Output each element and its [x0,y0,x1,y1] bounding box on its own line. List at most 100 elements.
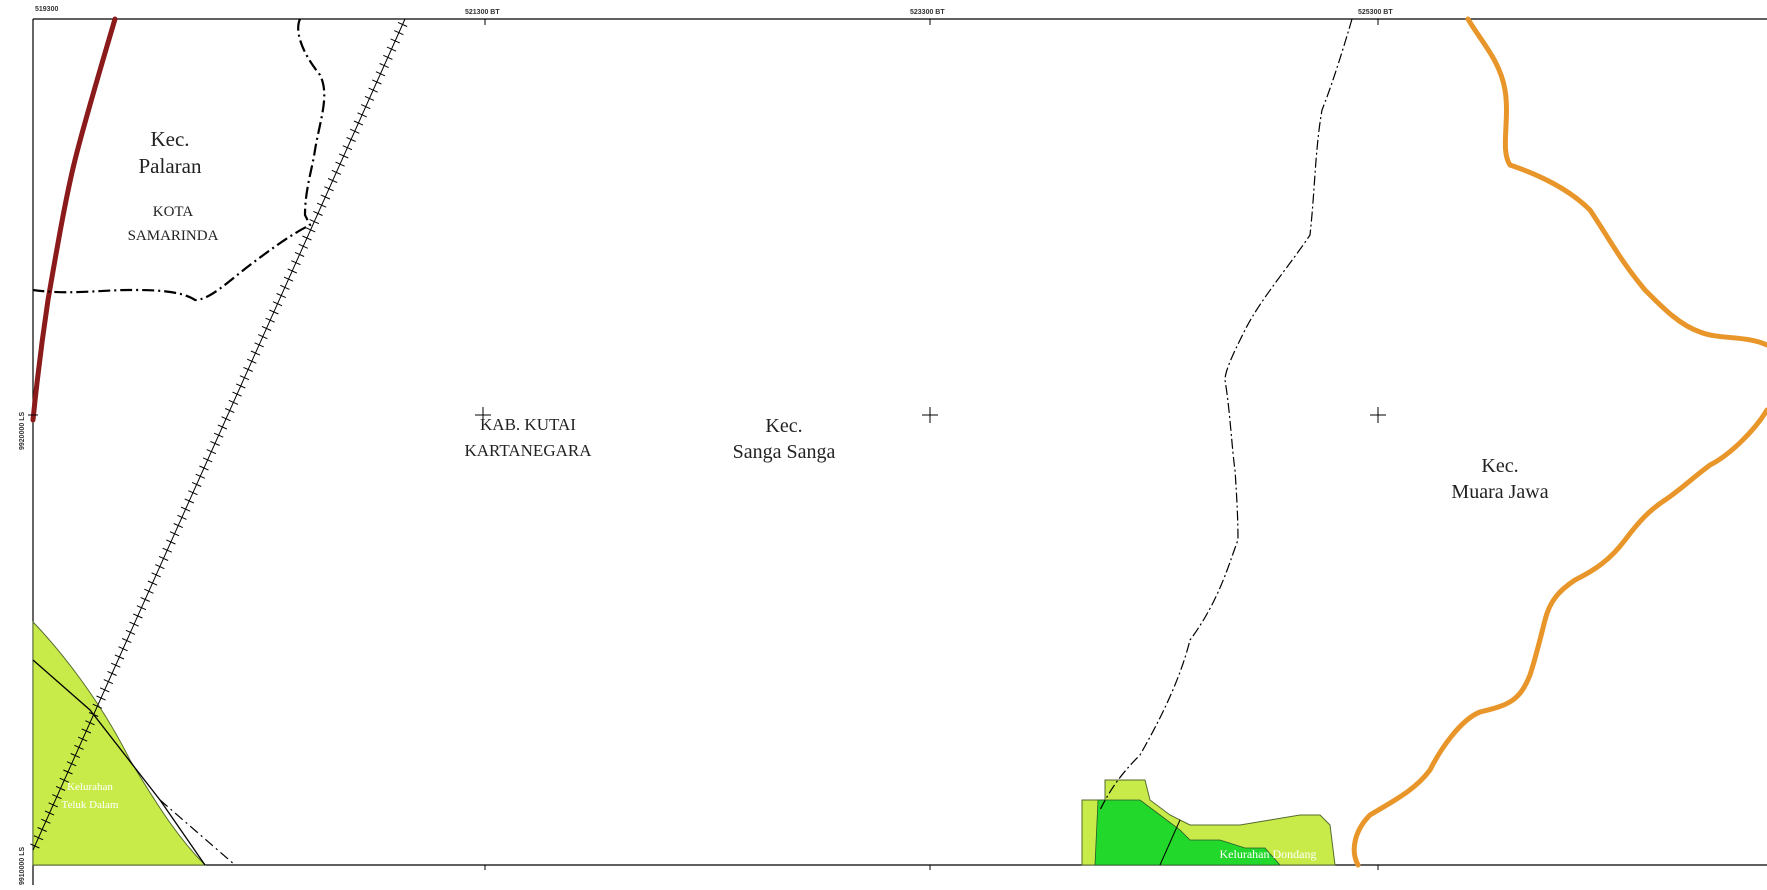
railway-tick [195,473,206,479]
line-teluk-boundary [32,659,206,866]
railway-tick [346,136,356,142]
railway-tick [257,334,268,340]
railway-tick [217,424,228,430]
railway-tick [357,112,367,118]
railway-tick [383,54,393,60]
railway-tick [140,596,150,602]
label-kab-kutai-2: KARTANEGARA [464,441,592,460]
label-kel-teluk-1: Kelurahan [67,781,113,793]
railway-tick [261,325,272,331]
railway-tick [386,46,397,52]
railway-tick [342,145,353,151]
railway-tick [103,679,114,685]
grid-label-x-0: 519300 [35,6,58,13]
railway-tick [85,720,95,726]
railway-tick [221,416,231,422]
road-red [30,16,118,423]
railway-tick [309,219,320,225]
label-kec-muara-1: Kec. [1481,455,1518,477]
railway-tick [48,802,59,808]
railway-tick [239,375,250,381]
railway-tick [77,736,88,742]
railway-tick [243,366,253,372]
boundary-sanga-muara [1099,18,1353,811]
railway-tick [206,449,217,455]
label-kec-sanga-1: Kec. [765,415,802,437]
railway-tick [298,243,309,249]
grid-label-y-1: 9910000 LS [19,847,26,885]
railway-tick [390,38,400,44]
railway-tick [121,638,132,644]
label-kec-muara-2: Muara Jawa [1451,481,1548,503]
grid-label-x-2: 523300 BT [910,9,945,16]
railway-tick [118,646,128,652]
railway-line [32,18,406,851]
railway-tick [276,293,287,299]
line-dondang [1159,819,1181,866]
railway-tick [162,547,172,553]
railway-tick [52,794,62,800]
railway-tick [338,153,349,159]
railway-tick [349,128,360,134]
railway-ticks [30,21,408,849]
railway-tick [151,572,161,578]
railway-tick [136,605,147,611]
railway-tick [294,251,305,257]
railway-tick [59,777,70,783]
railway-tick [265,317,275,323]
railway-tick [331,169,342,175]
railway-tick [70,753,81,759]
railway-tick [368,87,378,93]
railway-tick [353,120,364,126]
railway-tick [184,498,195,504]
railway-tick [313,210,323,216]
railway-tick [232,391,242,397]
railway-tick [66,761,77,767]
railway-tick [371,79,382,85]
railway-tick [250,350,261,356]
railway-tick [166,539,176,545]
railway-tick [41,818,51,824]
railway-tick [129,621,139,627]
railway-tick [132,613,143,619]
label-kota-samarinda-2: SAMARINDA [128,228,219,244]
railway-tick [327,178,338,184]
railway-tick [397,21,408,27]
railway-tick [394,30,404,36]
railway-tick [107,670,117,676]
railway-tick [177,514,187,520]
railway-tick [144,588,154,594]
railway-tick [302,235,312,241]
railway-tick [74,744,84,750]
railway-tick [30,843,40,849]
grid-label-x-1: 521300 BT [465,9,500,16]
railway-tick [291,260,301,266]
railway-tick [191,481,202,487]
label-kec-sanga-2: Sanga Sanga [733,441,836,463]
railway-tick [375,71,386,77]
line-teluk-dash [159,799,236,866]
label-kel-teluk-2: Teluk Dalam [62,799,119,811]
railway-tick [246,358,257,364]
railway-tick [37,827,47,832]
railway-tick [199,465,209,471]
railway-tick [114,654,125,660]
railway-tick [335,161,345,167]
railway-tick [155,564,165,570]
railway-tick [228,399,239,405]
railway-tick [224,408,235,414]
label-kec-palaran-2: Palaran [139,154,202,178]
railway-tick [110,662,121,668]
railway-tick [81,728,92,734]
area-dondang-green [1094,799,1281,866]
frame-ticks [28,19,1379,870]
railway-tick [92,703,103,709]
railway-tick [88,712,99,717]
railway-tick [213,432,224,438]
railway-tick [147,580,158,586]
railway-tick [202,457,213,463]
railway-tick [360,104,371,110]
label-kota-samarinda-1: KOTA [153,204,194,220]
